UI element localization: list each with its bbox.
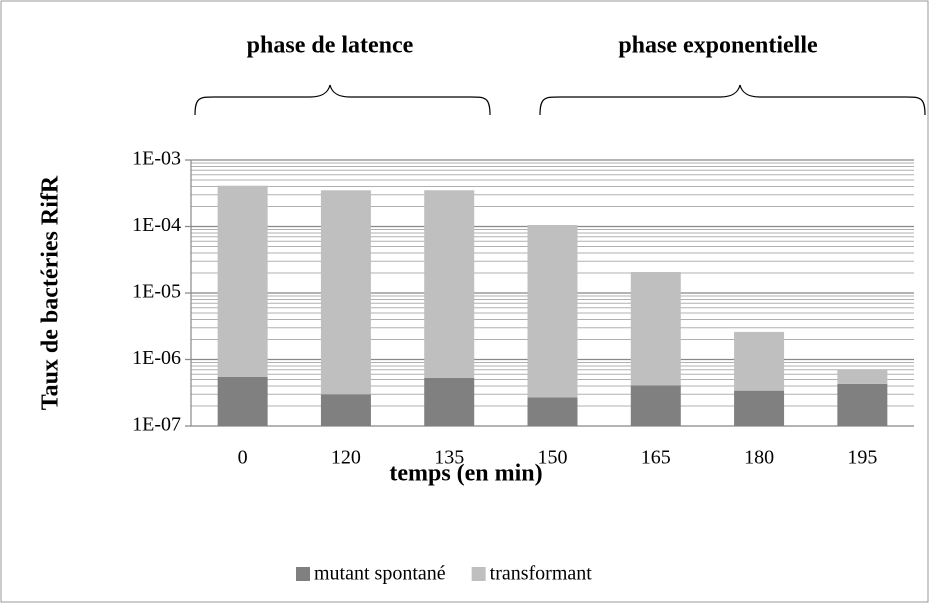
legend-label: mutant spontané [314, 563, 446, 585]
bar-segment [837, 369, 888, 384]
x-axis-title: temps (en min) [389, 461, 542, 487]
x-tick-label: 195 [847, 447, 877, 469]
x-tick-label: 165 [641, 447, 671, 469]
bar-segment [837, 383, 888, 426]
bar-segment [424, 377, 475, 426]
bar-segment [630, 271, 681, 386]
legend-label: transformant [490, 563, 593, 585]
x-tick-label: 180 [744, 447, 774, 469]
x-tick-label: 120 [331, 447, 361, 469]
annotation: phase de latence [247, 33, 414, 59]
y-tick-label: 1E-03 [132, 148, 181, 170]
y-tick-label: 1E-05 [132, 281, 181, 303]
annotation: phase exponentielle [618, 33, 818, 59]
y-tick-label: 1E-06 [132, 347, 181, 369]
bar-segment [320, 190, 371, 395]
bar-segment [217, 376, 268, 426]
y-tick-label: 1E-04 [132, 214, 181, 236]
bar-segment [527, 225, 578, 398]
y-tick-label: 1E-07 [132, 414, 181, 436]
brace [539, 84, 926, 116]
bar-segment [320, 394, 371, 426]
y-axis-title: Taux de bactéries RifR [38, 175, 64, 410]
bar-segment [734, 390, 785, 426]
legend-swatch [296, 567, 310, 581]
x-tick-label: 135 [434, 447, 464, 469]
x-tick-label: 0 [238, 447, 248, 469]
bar-segment [424, 190, 475, 378]
bar-segment [734, 331, 785, 391]
bar-segment [630, 385, 681, 426]
bar-segment [527, 397, 578, 426]
legend-swatch [471, 567, 486, 581]
bar-segment [217, 185, 268, 377]
x-tick-label: 150 [538, 447, 568, 469]
brace [194, 84, 491, 116]
